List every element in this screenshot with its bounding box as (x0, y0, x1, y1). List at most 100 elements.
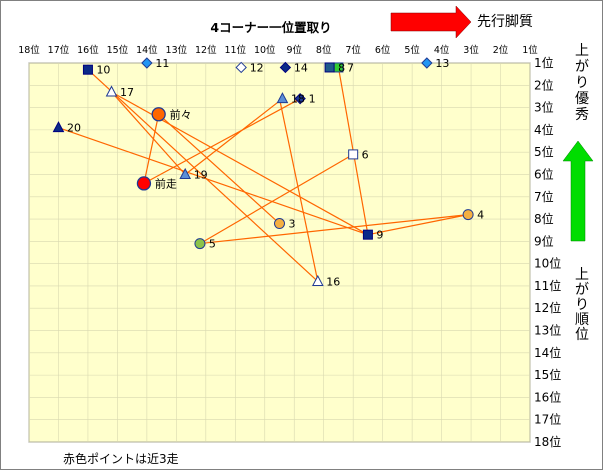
trajectory-line (199, 153, 354, 245)
point-label-11: 11 (155, 57, 169, 70)
x-tick-label: 1位 (522, 44, 538, 56)
trajectory-line (143, 98, 301, 184)
x-tick-label: 8位 (316, 44, 332, 56)
point-label-19: 19 (194, 168, 208, 181)
y-tick-label: 6位 (534, 166, 554, 181)
point-label-20: 20 (67, 122, 81, 135)
y-tick-label: 16位 (534, 389, 561, 404)
point-marker-6 (348, 149, 359, 160)
vertical-label-char: り (575, 297, 589, 313)
trajectory-line (158, 113, 280, 224)
x-tick-label: 16位 (77, 44, 99, 56)
x-tick-label: 14位 (136, 44, 158, 56)
y-tick-label: 9位 (534, 233, 554, 248)
point-marker-5 (194, 238, 206, 250)
point-label-10: 10 (96, 64, 110, 77)
vertical-label-char: が (575, 59, 589, 75)
x-tick-label: 9位 (286, 44, 302, 56)
point-label-3: 3 (289, 218, 296, 231)
trajectory-line (199, 214, 469, 245)
point-marker-17 (105, 85, 118, 97)
point-label-16: 16 (326, 275, 340, 288)
chart-title: 4コーナー一位置取り (210, 20, 331, 35)
point-label-1: 1 (309, 93, 316, 106)
point-label-13: 13 (435, 57, 449, 70)
point-marker-18 (276, 92, 289, 104)
y-tick-label: 17位 (534, 412, 561, 427)
point-marker-13 (421, 57, 433, 69)
y-tick-label: 4位 (534, 122, 554, 137)
point-label-17: 17 (120, 86, 134, 99)
point-marker-12 (235, 61, 247, 74)
point-marker-10 (82, 64, 93, 75)
point-marker-4 (462, 209, 474, 221)
y-tick-label: 7位 (534, 189, 554, 204)
vertical-label-char: 上 (575, 267, 589, 283)
y-tick-label: 10位 (534, 256, 561, 271)
point-label-8: 8 (338, 61, 345, 74)
vertical-label-char: 順 (575, 312, 589, 328)
point-label-6: 6 (362, 148, 369, 161)
point-label-9: 9 (376, 229, 383, 242)
y-tick-label: 3位 (534, 100, 554, 115)
x-tick-label: 13位 (166, 44, 188, 56)
plot-area (28, 62, 531, 443)
trajectory-line (143, 114, 160, 184)
y-tick-label: 15位 (534, 367, 561, 382)
x-tick-label: 2位 (493, 44, 509, 56)
point-marker-14 (279, 61, 292, 74)
y-tick-label: 2位 (534, 77, 554, 92)
point-marker-前走 (136, 176, 152, 191)
y-tick-label: 12位 (534, 300, 561, 315)
x-tick-label: 3位 (463, 44, 479, 56)
x-tick-label: 5位 (404, 44, 420, 56)
front-runner-arrow (390, 5, 472, 39)
y-tick-label: 18位 (534, 434, 561, 449)
vertical-label-char: が (575, 282, 589, 298)
point-marker-9 (362, 229, 373, 240)
x-tick-label: 15位 (107, 44, 129, 56)
x-tick-label: 17位 (48, 44, 70, 56)
point-label-14: 14 (294, 61, 308, 74)
point-label-5: 5 (209, 238, 216, 251)
x-axis-label: 先行脚質 (477, 14, 533, 30)
point-label-前走: 前走 (155, 176, 177, 190)
y-tick-label: 5位 (534, 144, 554, 159)
point-marker-1 (294, 92, 306, 105)
x-tick-label: 7位 (345, 44, 361, 56)
vertical-label-char: り (575, 75, 589, 91)
point-marker-11 (141, 57, 153, 69)
y-tick-label: 1位 (534, 55, 554, 70)
vertical-label-char: 位 (575, 327, 589, 343)
trajectory-line (87, 69, 319, 282)
point-marker-3 (274, 218, 285, 230)
x-tick-label: 11位 (224, 44, 246, 56)
x-tick-label: 10位 (254, 44, 276, 56)
y-tick-label: 13位 (534, 323, 561, 338)
trajectory-line (367, 214, 469, 236)
x-tick-label: 6位 (375, 44, 391, 56)
x-tick-label: 18位 (18, 44, 40, 56)
closing-speed-arrow (562, 140, 594, 242)
point-label-7: 7 (347, 61, 354, 74)
y-tick-label: 8位 (534, 211, 554, 226)
vertical-label-char: 優 (575, 91, 589, 107)
point-marker-16 (311, 274, 324, 286)
x-tick-label: 12位 (195, 44, 217, 56)
trajectory-line (58, 127, 369, 236)
y-tick-label: 11位 (534, 278, 561, 293)
point-marker-前々 (151, 107, 166, 122)
point-label-12: 12 (250, 61, 264, 74)
trajectory-line (278, 98, 319, 282)
vertical-label-char: 上 (575, 43, 589, 59)
chart-note: 赤色ポイントは近3走 (63, 452, 179, 466)
vertical-label-char: 秀 (575, 107, 589, 123)
point-label-4: 4 (477, 209, 484, 222)
x-tick-label: 4位 (434, 44, 450, 56)
trajectory-line (184, 98, 283, 175)
point-marker-20 (52, 121, 65, 133)
point-label-前々: 前々 (170, 107, 192, 121)
